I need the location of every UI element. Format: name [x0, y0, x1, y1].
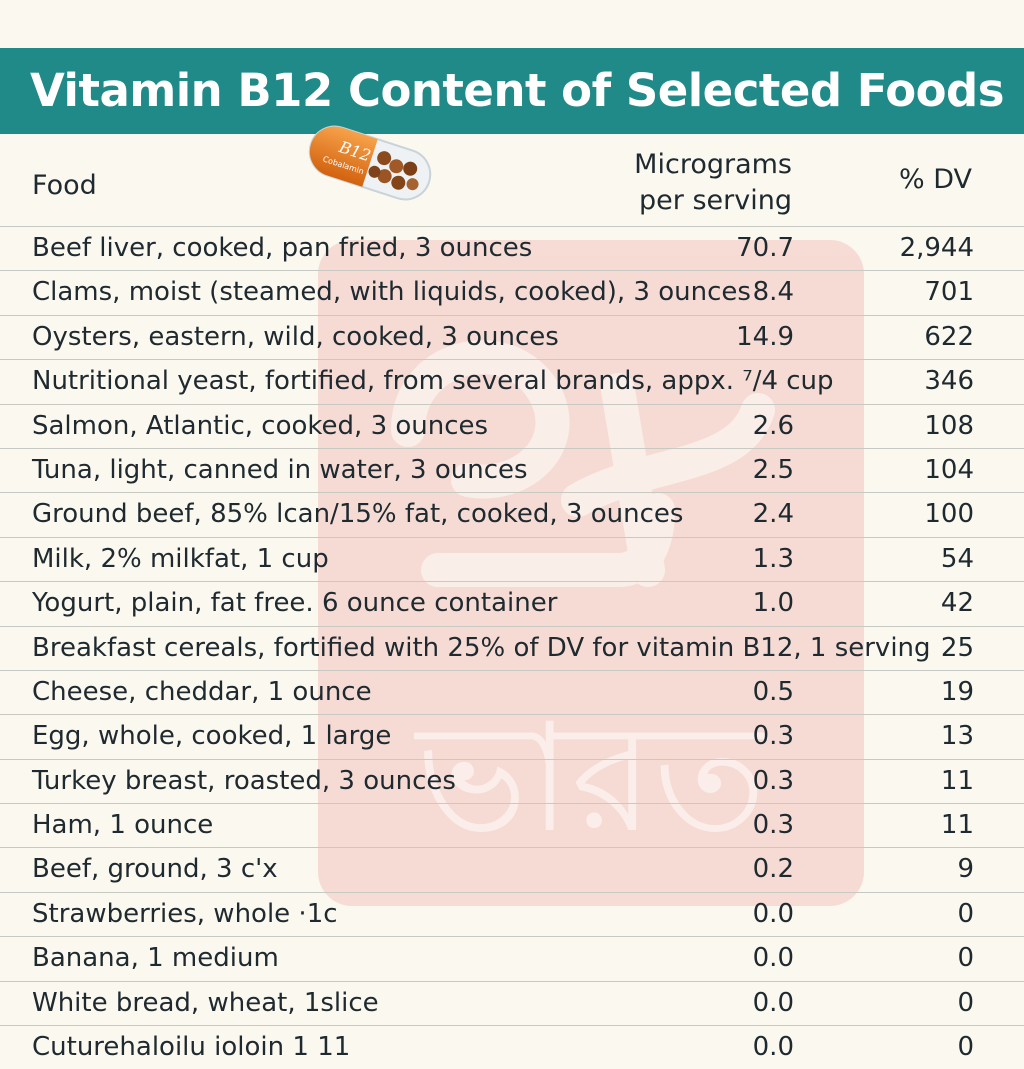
- food-cell: White bread, wheat, 1slice: [32, 987, 379, 1018]
- column-header-dv: % DV: [898, 164, 972, 195]
- micrograms-cell: 2.4: [752, 499, 794, 530]
- b12-capsule-icon: B12 Cobalamin: [300, 118, 440, 232]
- watermark-text: ভারত: [414, 692, 769, 866]
- dv-cell: 108: [924, 410, 974, 441]
- micrograms-cell: 0.0: [752, 1032, 794, 1063]
- title-banner: Vitamin B12 Content of Selected Foods: [0, 48, 1024, 134]
- food-cell: Oysters, eastern, wild, cooked, 3 ounces: [32, 321, 559, 352]
- table-row: Cuturehaloilu ioloin 1 11 0.0 0: [0, 1025, 1024, 1069]
- column-header-food: Food: [32, 170, 97, 201]
- micrograms-cell: 0.5: [752, 676, 794, 707]
- table-row: Breakfast cereals, fortified with 25% of…: [0, 625, 1024, 670]
- watermark-logo: ভারত: [318, 240, 864, 906]
- column-header-micrograms-line2: per serving: [639, 185, 792, 216]
- column-header-micrograms-line1: Micrograms: [634, 149, 792, 180]
- page-title: Vitamin B12 Content of Selected Foods: [30, 64, 1005, 117]
- micrograms-cell: 0.0: [752, 987, 794, 1018]
- column-header-micrograms: Micrograms per serving: [600, 147, 792, 219]
- dv-cell: 0: [957, 943, 974, 974]
- dv-cell: 42: [940, 588, 974, 619]
- food-cell: Cheese, cheddar, 1 ounce: [32, 676, 372, 707]
- micrograms-cell: 8.4: [752, 277, 794, 308]
- food-cell: Ham, 1 ounce: [32, 810, 214, 841]
- food-cell: Beef, ground, 3 c'x: [32, 854, 278, 885]
- dv-cell: 11: [940, 765, 974, 796]
- top-margin: [0, 0, 1024, 48]
- food-cell: Beef liver, cooked, pan fried, 3 ounces: [32, 233, 533, 263]
- table-row: Nutritional yeast, fortified, from sever…: [0, 359, 1024, 403]
- table-row: Milk, 2% milkfat, 1 cup 1.3 54: [0, 536, 1024, 581]
- food-cell: Nutritional yeast, fortified, from sever…: [32, 366, 834, 397]
- dv-cell: 701: [924, 277, 974, 308]
- dv-cell: 13: [940, 721, 974, 752]
- dv-cell: 19: [940, 676, 974, 707]
- dv-cell: 54: [940, 543, 974, 574]
- table-row: Clams, moist (steamed, with liquids, coo…: [0, 270, 1024, 314]
- food-cell: Banana, 1 medium: [32, 943, 279, 974]
- micrograms-cell: 70.7: [736, 233, 794, 263]
- food-cell: Clams, moist (steamed, with liquids, coo…: [32, 277, 751, 308]
- micrograms-cell: 0.0: [752, 943, 794, 974]
- dv-cell: 2,944: [899, 233, 974, 263]
- dv-cell: 0: [957, 898, 974, 929]
- food-table: Beef liver, cooked, pan fried, 3 ounces 7…: [0, 226, 1024, 1069]
- micrograms-cell: 0.3: [752, 721, 794, 752]
- micrograms-cell: 0.3: [752, 810, 794, 841]
- table-row: Banana, 1 medium 0.0 0: [0, 936, 1024, 980]
- food-cell: Salmon, Atlantic, cooked, 3 ounces: [32, 410, 489, 441]
- dv-cell: 104: [924, 454, 974, 485]
- micrograms-cell: 0.3: [752, 765, 794, 796]
- dv-cell: 0: [957, 1032, 974, 1063]
- table-row: Cheese, cheddar, 1 ounce 0.5 19: [0, 669, 1024, 714]
- micrograms-cell: 2.6: [752, 410, 794, 441]
- food-cell: Ground beef, 85% lcan/15% fat, cooked, 3…: [32, 499, 684, 530]
- food-cell: Breakfast cereals, fortified with 25% of…: [32, 632, 931, 663]
- dv-cell: 346: [924, 366, 974, 397]
- watermark-glyphs: ভারত: [391, 340, 775, 866]
- table-row: Beef, ground, 3 c'x 0.2 9: [0, 847, 1024, 891]
- dv-cell: 100: [924, 499, 974, 530]
- food-cell: Yogurt, plain, fat free. 6 ounce contain…: [32, 588, 558, 619]
- table-row: Egg, whole, cooked, 1 large 0.3 13: [0, 714, 1024, 758]
- dv-cell: 9: [957, 854, 974, 885]
- micrograms-cell: 1.0: [752, 588, 794, 619]
- table-row: Oysters, eastern, wild, cooked, 3 ounces…: [0, 314, 1024, 359]
- micrograms-cell: 14.9: [736, 321, 794, 352]
- table-row: Strawberries, whole ·1c 0.0 0: [0, 891, 1024, 936]
- food-cell: Tuna, light, canned in water, 3 ounces: [32, 454, 528, 485]
- food-cell: Strawberries, whole ·1c: [32, 898, 338, 929]
- table-row: Beef liver, cooked, pan fried, 3 ounces 7…: [0, 226, 1024, 270]
- dv-cell: 11: [940, 810, 974, 841]
- micrograms-cell: 2.5: [752, 454, 794, 485]
- micrograms-cell: 1.3: [752, 543, 794, 574]
- micrograms-cell: 0.2: [752, 854, 794, 885]
- dv-cell: 25: [940, 632, 974, 663]
- table-row: Turkey breast, roasted, 3 ounces 0.3 11: [0, 758, 1024, 803]
- table-row: Yogurt, plain, fat free. 6 ounce contain…: [0, 581, 1024, 625]
- food-cell: Turkey breast, roasted, 3 ounces: [32, 765, 456, 796]
- table-row: Salmon, Atlantic, cooked, 3 ounces 2.6 108: [0, 403, 1024, 448]
- food-cell: Milk, 2% milkfat, 1 cup: [32, 543, 329, 574]
- dv-cell: 0: [957, 987, 974, 1018]
- table-row: Ham, 1 ounce 0.3 11: [0, 803, 1024, 847]
- food-cell: Cuturehaloilu ioloin 1 11: [32, 1032, 351, 1063]
- table-row: Tuna, light, canned in water, 3 ounces 2.…: [0, 447, 1024, 492]
- food-cell: Egg, whole, cooked, 1 large: [32, 721, 392, 752]
- micrograms-cell: 0.0: [752, 898, 794, 929]
- dv-cell: 622: [924, 321, 974, 352]
- table-row: Ground beef, 85% lcan/15% fat, cooked, 3…: [0, 492, 1024, 536]
- table-row: White bread, wheat, 1slice 0.0 0: [0, 980, 1024, 1025]
